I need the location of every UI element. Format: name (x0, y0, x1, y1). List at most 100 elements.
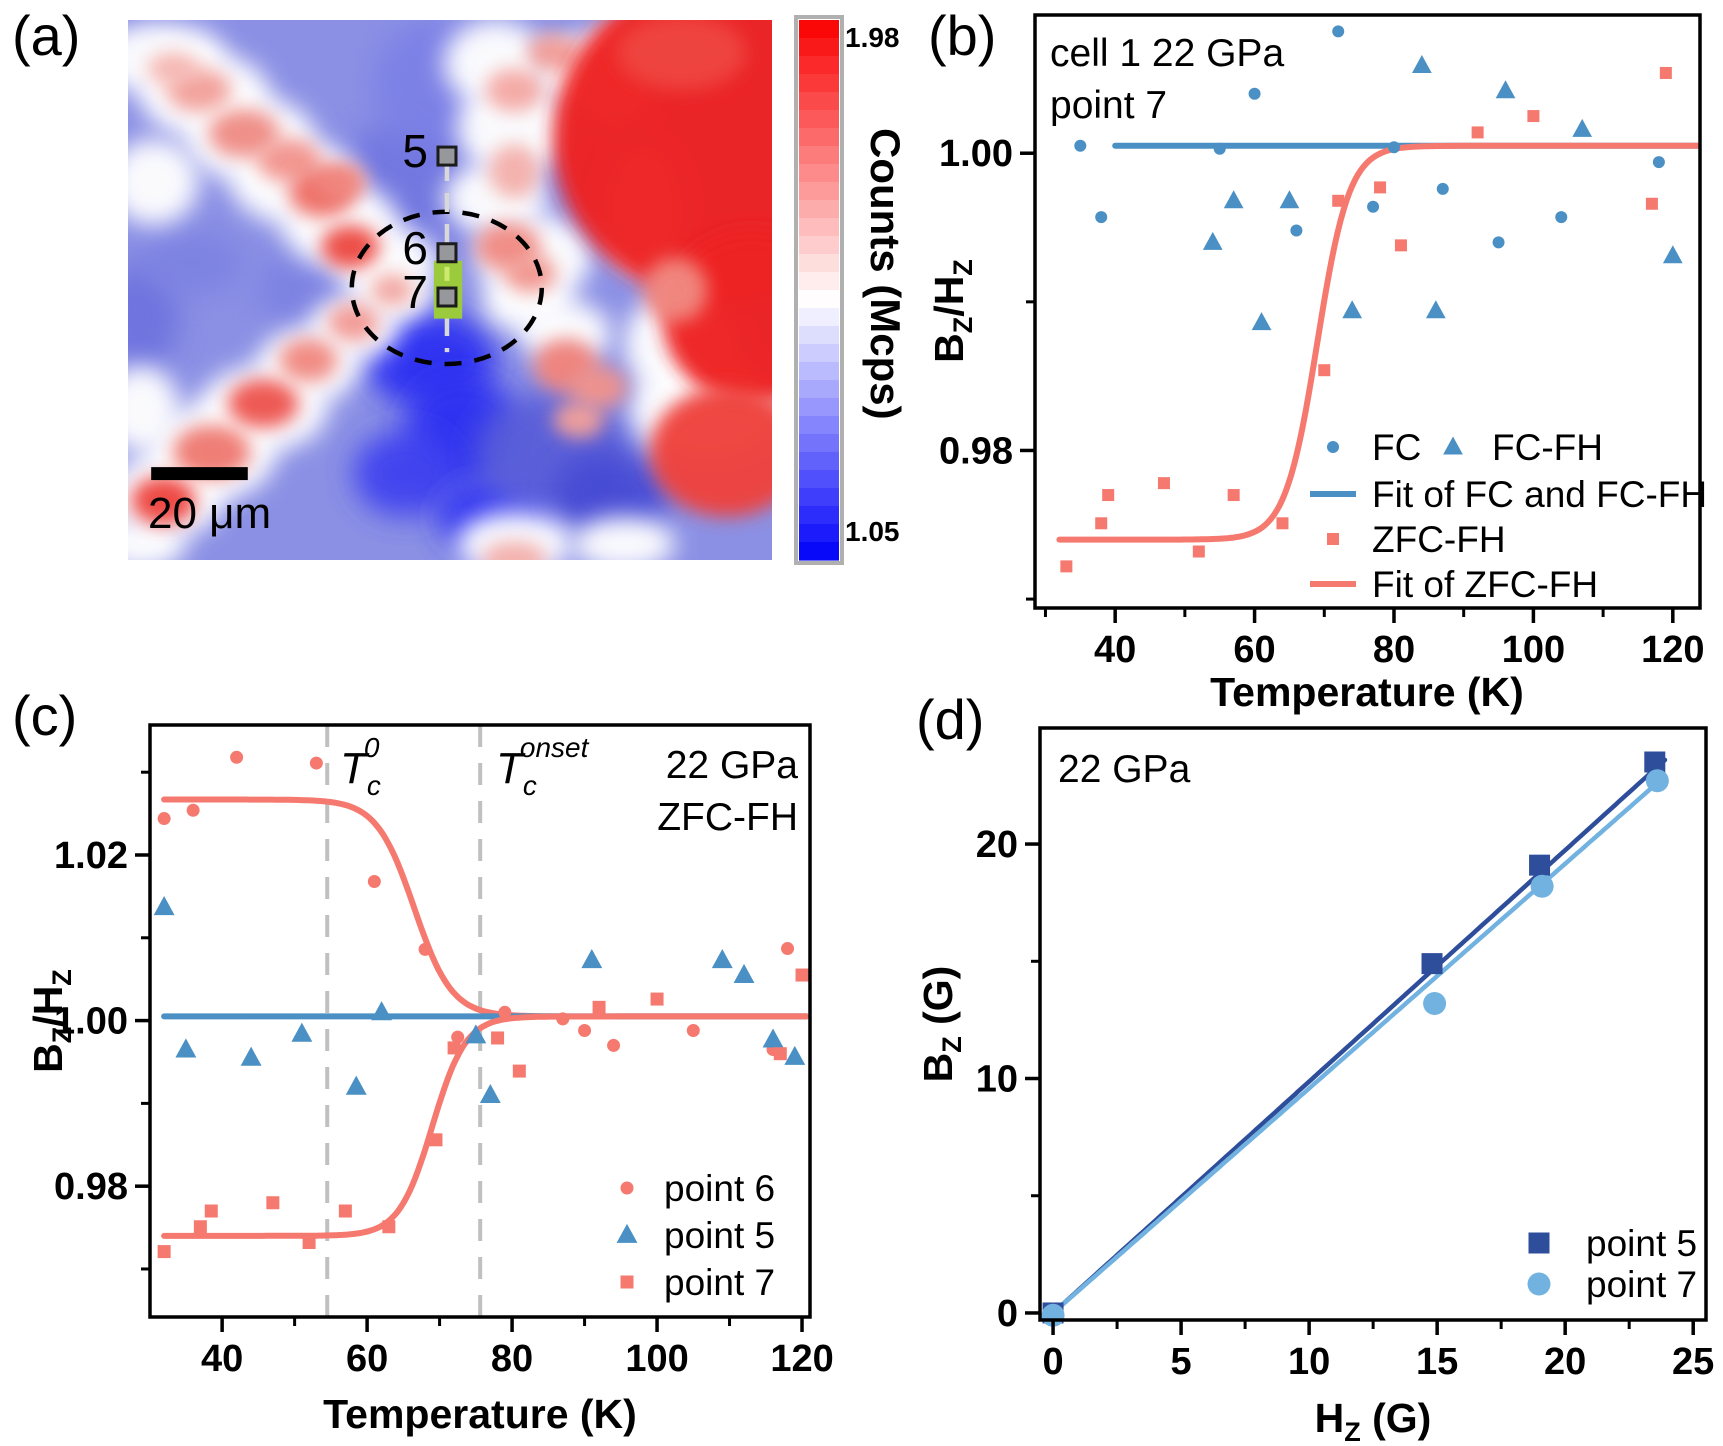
triangle-marker (1342, 300, 1363, 319)
square-marker (447, 1041, 461, 1055)
annotation: 22 GPa (666, 744, 799, 787)
tspan-shape: Z (937, 1036, 967, 1053)
triangle-marker (1412, 54, 1432, 74)
heat-blob-hot (553, 20, 772, 301)
colorbar-frame (794, 15, 844, 565)
series-point-6 (157, 750, 795, 1057)
tspan-shape: c (367, 770, 381, 801)
circle-marker (686, 1024, 700, 1038)
tspan-shape: onset (520, 732, 590, 763)
colorbar-step (799, 182, 839, 201)
tspan-shape: 0 (364, 732, 380, 763)
square-marker (193, 1220, 207, 1234)
heat-blob-halo (456, 511, 573, 560)
y-axis-title: BZ/HZ (25, 969, 77, 1073)
heat-blob-hot (482, 541, 547, 560)
plot-area (150, 725, 810, 1317)
legend-item: Fit of ZFC-FH (1310, 564, 1598, 605)
triangle-marker (1251, 312, 1272, 331)
legend-label: Fit of ZFC-FH (1372, 564, 1598, 605)
heat-blob-hot (227, 379, 299, 428)
heatmap (128, 20, 772, 560)
circle-marker (498, 1005, 512, 1019)
heat-blob-hot (527, 33, 579, 72)
circle-marker (1423, 991, 1447, 1015)
colorbar-step (799, 218, 839, 237)
triangle-marker (1223, 190, 1244, 209)
colorbar-step (799, 200, 839, 219)
square-marker (1192, 545, 1205, 558)
y-tick-label: 10 (976, 1059, 1018, 1101)
square-marker (1644, 751, 1666, 773)
square-marker (204, 1204, 218, 1218)
triangle-marker (291, 1022, 313, 1042)
series-point-7 (157, 968, 809, 1259)
fit-line (1056, 142, 1701, 543)
axis-ticks: 40 60 80 100 120 0.98 1.00 1.02 (54, 770, 834, 1380)
x-axis-title: Temperature (K) (1210, 669, 1524, 715)
measure-point-square (436, 286, 458, 308)
circle-marker (451, 1030, 465, 1044)
tspan-shape: Z (948, 317, 978, 334)
x-tick-label: 15 (1416, 1341, 1458, 1383)
square-marker (1528, 1232, 1550, 1254)
square-marker (592, 1000, 606, 1014)
triangle-marker (345, 1075, 367, 1095)
tspan-shape: /H (926, 276, 972, 317)
heat-blob-halo (128, 516, 186, 560)
triangle-marker (733, 963, 755, 983)
legend-item: ZFC-FH (1327, 519, 1506, 560)
tspan-shape: (G) (915, 966, 961, 1037)
circle-marker (578, 1024, 592, 1038)
legend-label: FC-FH (1492, 427, 1603, 468)
x-tick-label: 100 (1502, 629, 1565, 671)
square-marker (302, 1235, 316, 1249)
heat-blob-hot (553, 400, 605, 439)
square-marker (157, 1245, 171, 1259)
measure-point-square (436, 242, 458, 264)
tspan-shape: B (926, 333, 972, 363)
legend-item: point 5 (616, 1215, 775, 1256)
heat-blob-blue (553, 452, 669, 539)
tspan-shape: c (523, 770, 537, 801)
circle-marker (186, 803, 200, 817)
legend-item: point 6 (620, 1168, 775, 1209)
panel-c-letter: (c) (12, 684, 78, 747)
heat-blob-hot (321, 225, 380, 269)
heat-blob-hot (147, 52, 199, 85)
heat-blob-halo (456, 79, 573, 177)
heat-blob-halo (128, 138, 199, 226)
x-tick-label: 10 (1288, 1341, 1330, 1383)
annotation: cell 1 22 GPa (1050, 32, 1284, 75)
circle-marker (781, 942, 795, 956)
heat-blob-hot (485, 68, 544, 112)
x-tick-label: 60 (346, 1338, 388, 1380)
square-marker (266, 1196, 280, 1210)
tspan-shape: Temperature (K) (1210, 669, 1524, 715)
square-marker (491, 1031, 505, 1045)
x-tick-label: 25 (1672, 1341, 1714, 1383)
tspan-shape: Z (1344, 1417, 1361, 1446)
heat-blob-blue (140, 230, 244, 296)
tspan-shape: T (496, 744, 526, 793)
legend-label: point 7 (664, 1262, 775, 1303)
square-marker (1421, 953, 1443, 975)
triangle-marker (1495, 80, 1516, 99)
colorbar-step (799, 452, 839, 471)
square-marker (338, 1204, 352, 1218)
square-marker (1332, 194, 1345, 207)
x-tick-label: 0 (1042, 1341, 1063, 1383)
circle-marker (1290, 224, 1303, 237)
legend-item: FC-FH (1443, 427, 1603, 468)
triangle-marker (762, 1028, 784, 1048)
heat-blob-halo (128, 365, 180, 452)
y-tick-label: 1.00 (54, 1001, 128, 1043)
colorbar-step (799, 272, 839, 291)
fit-line (161, 1013, 810, 1239)
square-marker (1318, 364, 1331, 377)
circle-marker (418, 942, 432, 956)
tspan-shape: T (340, 744, 370, 793)
heat-blob-hot (370, 273, 414, 307)
axes-frame (1033, 13, 1702, 610)
